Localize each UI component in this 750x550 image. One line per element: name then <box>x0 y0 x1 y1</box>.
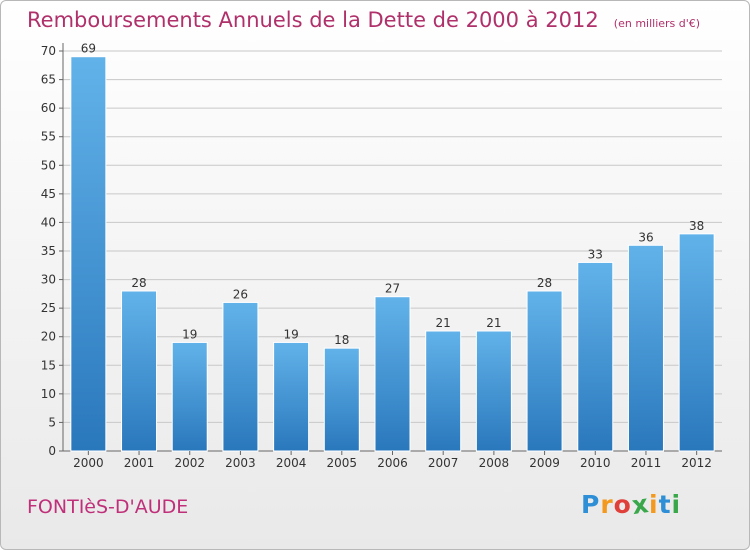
y-tick-label: 0 <box>48 444 56 458</box>
x-tick-label: 2000 <box>73 456 104 470</box>
y-tick-label: 35 <box>41 244 56 258</box>
data-label: 19 <box>283 327 298 341</box>
x-tick-label: 2007 <box>428 456 459 470</box>
logo-letter: t <box>658 490 672 519</box>
bar <box>121 290 158 452</box>
bar <box>526 290 563 452</box>
x-tick-label: 2011 <box>631 456 662 470</box>
bar <box>323 347 360 452</box>
data-label: 38 <box>689 219 704 233</box>
x-tick-label: 2002 <box>174 456 205 470</box>
data-label: 19 <box>182 327 197 341</box>
logo-letter: o <box>613 490 632 519</box>
x-tick-label: 2006 <box>377 456 408 470</box>
y-tick-label: 45 <box>41 187 56 201</box>
x-tick-label: 2010 <box>580 456 611 470</box>
x-tick-label: 2012 <box>681 456 712 470</box>
commune-name: FONTIèS-D'AUDE <box>27 496 189 518</box>
proxiti-logo: Proxiti <box>581 488 682 521</box>
y-tick-label: 65 <box>41 73 56 87</box>
data-label: 36 <box>638 230 653 244</box>
chart-subtitle: (en milliers d'€) <box>613 17 701 30</box>
logo-letter: r <box>600 490 614 519</box>
data-label: 18 <box>334 333 349 347</box>
y-tick-label: 70 <box>41 44 56 58</box>
bar <box>374 296 411 452</box>
data-label: 28 <box>131 276 146 290</box>
chart-title-row: Remboursements Annuels de la Dette de 20… <box>27 8 700 32</box>
y-tick-label: 10 <box>41 387 56 401</box>
y-tick-label: 25 <box>41 301 56 315</box>
x-tick-label: 2003 <box>225 456 256 470</box>
data-label: 21 <box>436 316 451 330</box>
logo-letter: P <box>581 490 601 519</box>
chart-title: Remboursements Annuels de la Dette de 20… <box>27 8 599 32</box>
bar <box>425 330 462 452</box>
y-tick-label: 15 <box>41 358 56 372</box>
data-label: 26 <box>233 287 248 301</box>
bar <box>678 233 715 452</box>
bar <box>171 341 208 452</box>
data-label: 21 <box>486 316 501 330</box>
x-tick-label: 2009 <box>529 456 560 470</box>
x-tick-label: 2008 <box>479 456 510 470</box>
x-tick-label: 2001 <box>124 456 155 470</box>
y-tick-label: 5 <box>48 415 56 429</box>
bar <box>273 341 310 452</box>
y-tick-label: 30 <box>41 273 56 287</box>
bar <box>577 261 614 452</box>
logo-letter: i <box>649 490 659 519</box>
x-tick-label: 2005 <box>327 456 358 470</box>
bar <box>70 56 107 452</box>
logo-letter: i <box>671 490 682 519</box>
y-tick-label: 55 <box>41 130 56 144</box>
logo-letter: x <box>629 488 651 521</box>
bar <box>222 301 259 452</box>
data-label: 33 <box>588 247 603 261</box>
data-label: 28 <box>537 276 552 290</box>
y-tick-label: 50 <box>41 158 56 172</box>
data-label: 69 <box>81 42 96 56</box>
bar <box>627 244 664 452</box>
y-tick-label: 20 <box>41 330 56 344</box>
bar <box>475 330 512 452</box>
y-tick-label: 40 <box>41 215 56 229</box>
data-label: 27 <box>385 282 400 296</box>
y-tick-label: 60 <box>41 101 56 115</box>
x-tick-label: 2004 <box>276 456 307 470</box>
